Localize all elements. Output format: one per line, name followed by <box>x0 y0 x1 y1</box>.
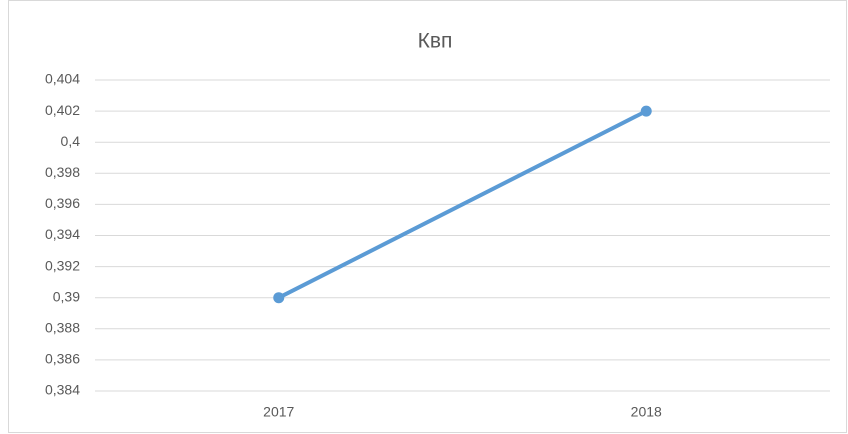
y-tick-label: 0,398 <box>45 164 80 180</box>
y-tick-label: 0,384 <box>45 382 80 398</box>
y-tick-label: 0,394 <box>45 226 80 242</box>
chart-title: Квп <box>418 30 453 53</box>
x-tick-label: 2018 <box>631 404 662 420</box>
point-marker <box>640 105 652 117</box>
y-tick-label: 0,39 <box>53 288 80 304</box>
y-tick-label: 0,392 <box>45 257 80 273</box>
y-tick-label: 0,388 <box>45 320 80 336</box>
chart-border <box>8 0 847 433</box>
series-line <box>276 109 649 300</box>
y-tick-label: 0,396 <box>45 195 80 211</box>
y-tick-label: 0,4 <box>61 133 81 149</box>
y-tick-label: 0,404 <box>45 71 80 87</box>
y-tick-label: 0,402 <box>45 102 80 118</box>
x-tick-label: 2017 <box>263 404 294 420</box>
point-marker <box>273 292 285 304</box>
y-tick-label: 0,386 <box>45 351 80 367</box>
